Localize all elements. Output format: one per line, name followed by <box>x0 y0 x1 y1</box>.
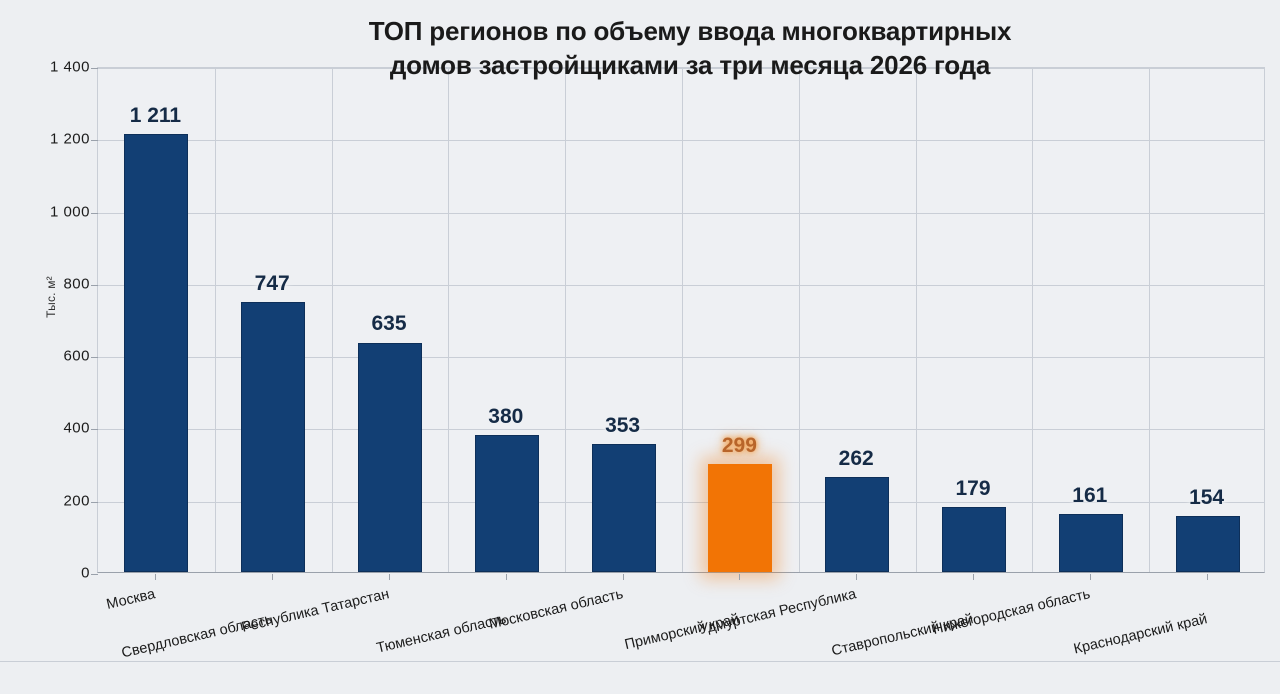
gridline-vertical <box>565 68 567 572</box>
y-axis-tick-mark <box>91 429 98 431</box>
plot-area <box>91 67 1265 575</box>
gridline-horizontal <box>98 357 1264 359</box>
gridline-horizontal <box>98 501 1264 503</box>
x-axis-tick-mark <box>505 574 507 580</box>
bar-value-label: 380 <box>488 404 524 428</box>
y-axis-title: Тыс. м² <box>44 276 58 318</box>
x-axis-tick-mark <box>155 574 157 580</box>
bar[interactable] <box>241 302 306 572</box>
x-axis-tick-mark <box>739 574 741 580</box>
bar-value-label: 154 <box>1189 486 1225 510</box>
gridline-vertical <box>682 68 683 572</box>
bar-value-label: 262 <box>838 447 874 471</box>
gridline-vertical <box>448 68 450 572</box>
bar-value-label: 179 <box>955 477 991 501</box>
chart-title: ТОП регионов по объему ввода многокварти… <box>368 16 1012 80</box>
x-axis-tick-mark <box>856 574 858 580</box>
x-axis-tick-mark <box>1089 574 1091 580</box>
bar-value-label: 353 <box>605 414 641 438</box>
bar-chart: ТОП регионов по объему ввода многокварти… <box>0 16 1280 662</box>
gridline-vertical <box>1149 68 1151 572</box>
bar[interactable] <box>942 507 1006 572</box>
y-axis-tick-mark <box>91 574 98 575</box>
bar-value-label: 747 <box>254 272 290 295</box>
gridline-horizontal <box>98 429 1264 431</box>
gridline-horizontal <box>98 212 1264 214</box>
y-axis-tick-label: 400 <box>63 419 90 437</box>
x-axis-tick-mark <box>622 574 624 580</box>
bar[interactable] <box>124 134 189 572</box>
bar-value-label: 1 211 <box>129 104 182 128</box>
y-axis-tick-label: 600 <box>63 347 90 365</box>
gridline-vertical <box>915 68 917 572</box>
gridline-vertical <box>1032 68 1034 572</box>
y-axis-tick-label: 1 200 <box>49 130 90 148</box>
bar[interactable] <box>708 463 773 572</box>
gridline-vertical <box>331 68 333 572</box>
bar-value-label: 635 <box>371 312 407 336</box>
bar[interactable] <box>591 444 656 572</box>
x-axis-tick-mark <box>1206 574 1208 580</box>
x-axis-tick-mark <box>272 574 274 580</box>
x-axis-tick-mark <box>389 574 390 580</box>
y-axis-tick-label: 200 <box>63 492 90 510</box>
gridline-horizontal <box>98 68 1264 69</box>
y-axis-tick-mark <box>91 501 98 503</box>
gridline-horizontal <box>98 284 1264 286</box>
bar-value-label: 299 <box>721 433 757 457</box>
bar[interactable] <box>1058 513 1123 572</box>
gridline-vertical <box>214 68 216 572</box>
y-axis-tick-mark <box>91 357 98 359</box>
gridline-vertical <box>798 68 800 572</box>
y-axis-tick-label: 1 400 <box>49 58 90 76</box>
bar-value-label: 161 <box>1072 483 1108 507</box>
bar[interactable] <box>358 342 422 572</box>
y-axis-tick-mark <box>91 284 98 286</box>
x-axis-tick-mark <box>973 574 974 580</box>
y-axis-tick-label: 800 <box>63 275 90 293</box>
bar[interactable] <box>1175 516 1240 572</box>
y-axis-tick-label: 1 000 <box>49 203 90 221</box>
gridline-horizontal <box>98 140 1264 142</box>
bar[interactable] <box>825 477 890 572</box>
bottom-divider <box>0 661 1280 662</box>
y-axis-tick-mark <box>91 68 98 69</box>
y-axis-tick-mark <box>91 140 98 142</box>
y-axis-tick-label: 0 <box>81 564 90 582</box>
bar[interactable] <box>474 434 539 572</box>
y-axis-tick-mark <box>91 212 98 214</box>
